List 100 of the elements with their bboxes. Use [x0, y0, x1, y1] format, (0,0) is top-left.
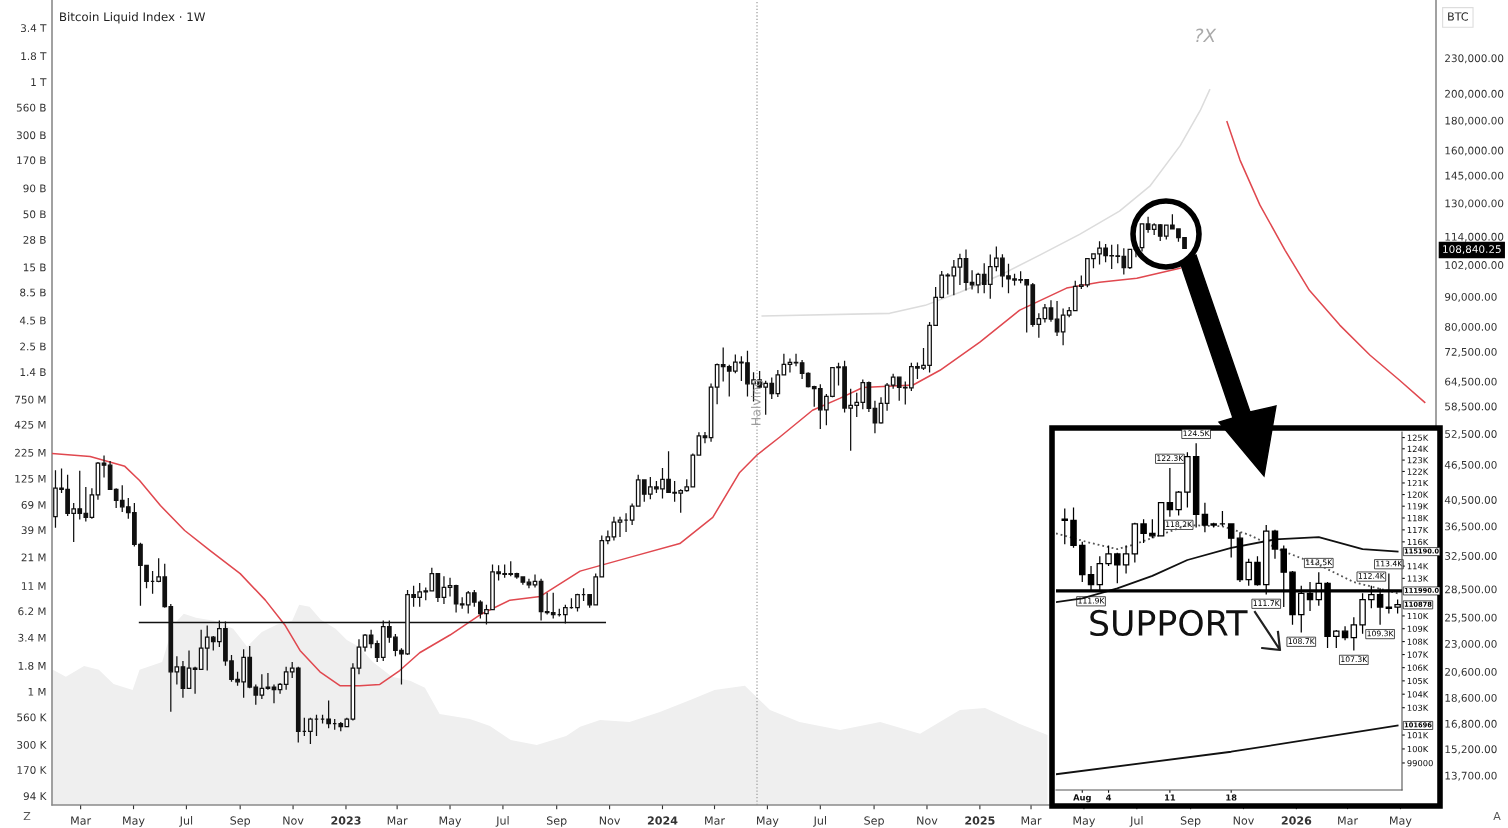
y-tick-label: 80,000.00: [1445, 322, 1497, 332]
y-tick-label: 18,600.00: [1445, 693, 1497, 703]
y-tick-label: 101K: [1407, 732, 1429, 739]
x-tick-label: May: [757, 816, 779, 827]
y-tick-label: 118K: [1407, 514, 1429, 522]
x-tick-label: Sep: [546, 816, 567, 827]
y-tick-label: 69 M: [21, 500, 46, 509]
y-tick-label: 125K: [1407, 434, 1429, 441]
y-tick-label: 1.8 T: [21, 52, 47, 61]
y-tick-label: 11 M: [22, 582, 46, 590]
y-tick-label: 145,000.00: [1445, 171, 1504, 181]
x-tick-label: 2024: [647, 816, 678, 825]
y-tick-label: 122K: [1407, 468, 1429, 475]
y-tick-label: 170 B: [17, 156, 46, 165]
y-tick-label: 560 B: [16, 103, 46, 112]
x-tick-label: May: [1390, 816, 1412, 827]
y-tick-label: 58,500.00: [1445, 402, 1497, 412]
y-tick-label: 3.4 T: [21, 24, 47, 33]
y-tick-label: 15,200.00: [1445, 745, 1497, 755]
y-tick-label: 180,000.00: [1445, 116, 1504, 126]
annotation: SUPPORT: [1090, 609, 1248, 637]
x-tick-label: Mar: [1021, 816, 1042, 825]
x-tick-label: 18: [1226, 794, 1237, 801]
y-tick-label: 102,000.00: [1445, 261, 1504, 271]
y-tick-label: 560 K: [17, 713, 47, 722]
y-tick-label: 6.2 M: [18, 607, 46, 616]
x-tick-label: Sep: [230, 816, 251, 827]
text: A: [1493, 811, 1501, 821]
y-tick-label: 40,500.00: [1444, 496, 1497, 505]
y-tick-label: 8.5 B: [20, 288, 46, 297]
y-tick-label: 1.4 B: [20, 368, 46, 376]
y-tick-label: 300 B: [16, 131, 46, 140]
y-tick-label: 109K: [1407, 625, 1429, 632]
y-tick-label: 39 M: [21, 526, 46, 535]
y-tick-label: 103K: [1407, 704, 1429, 711]
y-tick-label: 120K: [1407, 491, 1429, 498]
y-tick-label: 105K: [1407, 677, 1429, 685]
y-tick-label: 225 M: [15, 448, 46, 457]
x-tick-label: Mar: [71, 816, 92, 825]
y-tick-label: 23,000.00: [1445, 639, 1497, 649]
y-tick-label: 170 K: [17, 766, 47, 774]
x-tick-label: Mar: [1338, 816, 1359, 825]
y-tick-label: 425 M: [14, 420, 46, 429]
y-tick-label: 113K: [1407, 575, 1429, 582]
text: Z: [23, 811, 31, 821]
annotation: ?X: [1196, 28, 1217, 42]
y-tick-label: 52,500.00: [1445, 430, 1497, 439]
y-tick-label: 1 M: [28, 687, 46, 696]
y-tick-label: 104K: [1407, 691, 1429, 698]
y-tick-label: 50 B: [23, 210, 46, 219]
y-tick-label: 100K: [1407, 745, 1429, 753]
x-tick-label: Sep: [1180, 816, 1201, 827]
y-tick-label: 15 B: [23, 263, 46, 272]
x-tick-label: Nov: [599, 816, 621, 825]
y-tick-label: 124K: [1407, 445, 1429, 452]
x-tick-label: Nov: [1233, 816, 1254, 825]
x-tick-label: 2025: [965, 816, 995, 825]
y-tick-label: 28 B: [23, 235, 46, 244]
x-tick-label: May: [1073, 816, 1096, 827]
y-tick-label: 108K: [1407, 638, 1429, 645]
y-tick-label: 72,500.00: [1445, 347, 1497, 357]
y-tick-label: 160,000.00: [1445, 146, 1504, 156]
y-tick-label: 13,700.00: [1445, 771, 1497, 781]
x-tick-label: May: [123, 816, 145, 827]
y-tick-label: 3.4 M: [18, 633, 46, 642]
x-tick-label: 4: [1106, 794, 1112, 801]
y-tick-label: 300 K: [17, 740, 47, 749]
y-tick-label: 32,500.00: [1445, 552, 1497, 561]
y-tick-label: 110K: [1407, 612, 1429, 620]
x-tick-label: Jul: [1129, 816, 1143, 827]
text: 108,840.25: [1443, 245, 1501, 255]
x-tick-label: Jul: [813, 816, 826, 827]
y-tick-label: 99000: [1407, 759, 1433, 767]
x-tick-label: Mar: [705, 816, 725, 825]
x-tick-label: 2023: [331, 816, 361, 825]
x-tick-label: Sep: [864, 816, 884, 827]
y-tick-label: 21 M: [21, 553, 46, 562]
y-tick-label: 130,000.00: [1445, 199, 1504, 209]
y-tick-label: 64,500.00: [1445, 377, 1497, 387]
x-tick-label: 11: [1165, 794, 1176, 801]
y-tick-label: 36,500.00: [1445, 522, 1497, 532]
x-tick-label: Jul: [179, 816, 193, 827]
ref-line-label: Halving: [750, 380, 764, 425]
text: Bitcoin Liquid Index · 1W: [60, 12, 206, 24]
y-axis-title: BTC: [1448, 12, 1468, 21]
y-tick-label: 16,800.00: [1445, 719, 1497, 729]
x-tick-label: Nov: [283, 816, 304, 825]
x-tick-label: Mar: [387, 816, 408, 825]
x-tick-label: Jul: [495, 816, 509, 827]
y-tick-label: 4.5 B: [19, 316, 46, 325]
y-tick-label: 114K: [1407, 563, 1429, 570]
x-tick-label: May: [439, 816, 462, 827]
y-tick-label: 116K: [1407, 538, 1429, 546]
y-tick-label: 200,000.00: [1445, 89, 1504, 99]
y-tick-label: 107K: [1407, 651, 1429, 658]
y-tick-label: 121K: [1407, 479, 1429, 487]
y-tick-label: 94 K: [23, 792, 47, 801]
y-tick-label: 114,000.00: [1445, 232, 1504, 242]
y-tick-label: 1 T: [31, 78, 47, 86]
y-tick-label: 46,500.00: [1444, 460, 1497, 470]
